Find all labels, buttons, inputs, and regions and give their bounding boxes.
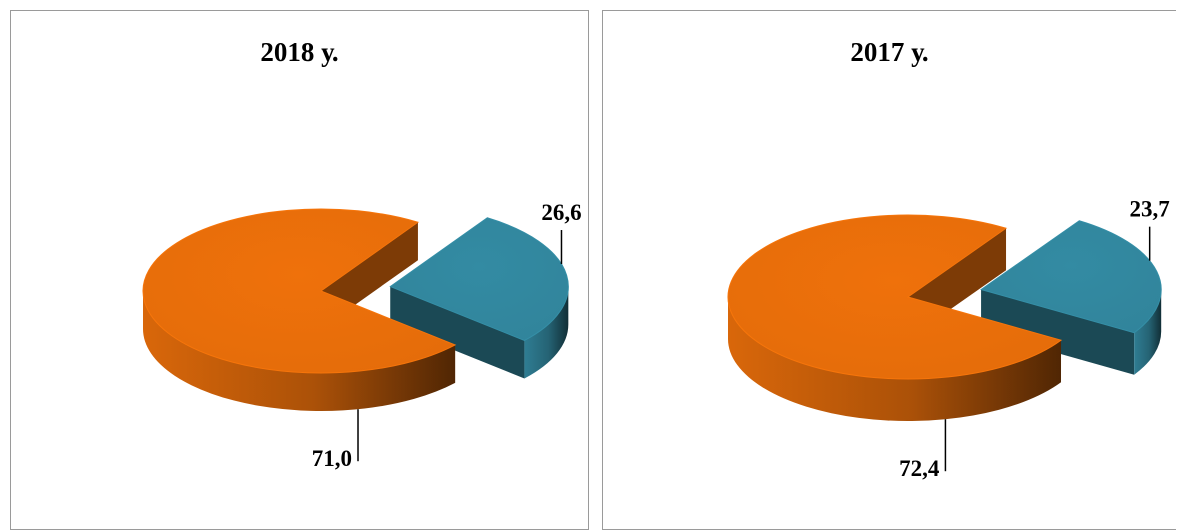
pie-slice — [980, 220, 1162, 375]
data-label: 72,4 — [899, 456, 940, 481]
chart-title: 2017 у. — [850, 37, 929, 67]
slice-wall — [390, 286, 525, 379]
chart-panel-2018: 2018 у. 26,6 71,0 — [10, 10, 589, 530]
data-label: 71,0 — [312, 446, 352, 471]
slice-top — [389, 217, 569, 342]
slice-side — [143, 291, 456, 411]
pie-slice — [142, 208, 457, 411]
chart-panel-2017: 2017 у. 23,7 72,4 — [602, 10, 1176, 530]
slice-side — [1134, 289, 1162, 375]
slice-side — [728, 297, 1062, 421]
slice-top — [142, 208, 457, 374]
data-label: 23,7 — [1130, 197, 1170, 222]
chart-title: 2018 у. — [260, 37, 339, 67]
slice-top — [727, 214, 1063, 380]
slice-wall — [981, 289, 1135, 375]
slice-side — [524, 286, 569, 379]
data-label: 26,6 — [541, 200, 581, 225]
pie-slice — [727, 214, 1063, 421]
slice-top — [980, 220, 1162, 334]
pie-slice — [389, 217, 569, 379]
pie-chart-2017: 23,7 72,4 — [727, 197, 1170, 481]
pie-chart-2018: 26,6 71,0 — [142, 200, 582, 471]
